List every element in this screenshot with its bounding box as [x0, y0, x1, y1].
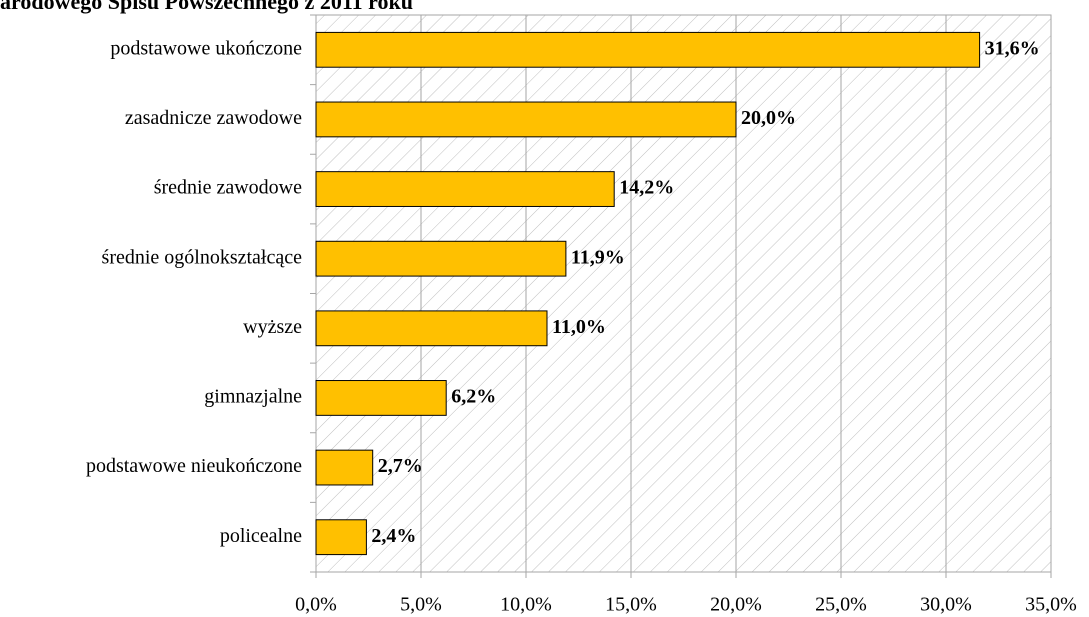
value-label: 11,9% [571, 246, 625, 268]
y-tick-label: wyższe [243, 316, 302, 338]
bar [315, 101, 737, 138]
bar [315, 171, 615, 207]
value-label: 20,0% [741, 107, 796, 129]
y-tick-label: zasadnicze zawodowe [125, 107, 302, 129]
value-label: 31,6% [985, 37, 1040, 59]
bar [315, 519, 367, 556]
bar [315, 310, 548, 347]
bar [315, 449, 374, 486]
x-tick-label: 35,0% [1025, 594, 1077, 616]
x-tick-label: 25,0% [815, 594, 867, 616]
value-label: 6,2% [451, 386, 496, 408]
y-tick-label: średnie zawodowe [154, 177, 302, 199]
x-tick-label: 15,0% [605, 594, 657, 616]
bar [315, 240, 567, 277]
y-tick-label: podstawowe nieukończone [86, 455, 302, 477]
x-tick-label: 5,0% [400, 594, 442, 616]
x-tick-label: 10,0% [500, 594, 552, 616]
value-label: 11,0% [552, 316, 606, 338]
y-tick-label: średnie ogólnokształcące [102, 246, 303, 268]
value-label: 2,7% [378, 455, 423, 477]
y-tick-label: podstawowe ukończone [110, 37, 302, 59]
x-tick-label: 30,0% [920, 594, 972, 616]
x-tick-label: 20,0% [710, 594, 762, 616]
plot-area [315, 14, 1052, 573]
y-tick-label: gimnazjalne [204, 386, 302, 408]
bar [315, 31, 981, 68]
chart-title: arodowego Spisu Powszechnego z 2011 roku [0, 0, 413, 14]
x-tick-label: 0,0% [295, 594, 337, 616]
y-tick-label: policealne [220, 525, 302, 547]
value-label: 2,4% [371, 525, 416, 547]
value-label: 14,2% [619, 177, 674, 199]
bar [315, 380, 447, 416]
